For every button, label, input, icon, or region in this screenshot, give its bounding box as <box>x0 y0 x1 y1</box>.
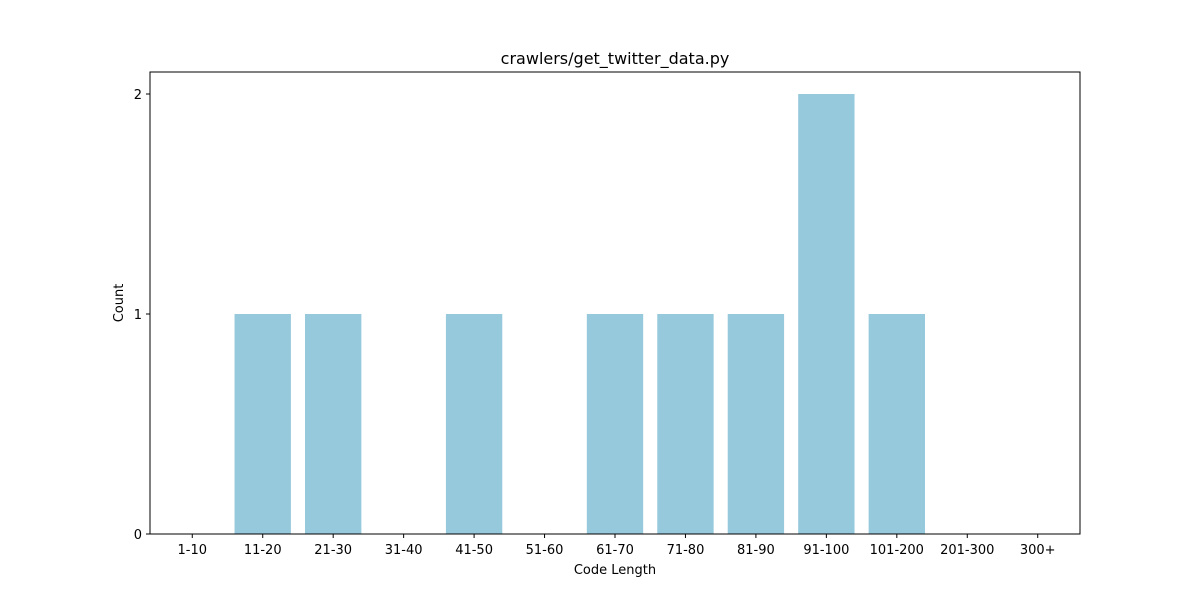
x-tick-label: 300+ <box>1020 543 1056 558</box>
bar-81-90 <box>727 314 785 534</box>
x-tick-label: 41-50 <box>455 543 493 558</box>
bar-21-30 <box>305 314 362 534</box>
x-tick-label: 31-40 <box>385 543 423 558</box>
x-tick-label: 51-60 <box>526 543 564 558</box>
y-tick-label: 2 <box>134 88 142 103</box>
x-tick-label: 201-300 <box>940 543 994 558</box>
bar-101-200 <box>868 314 925 534</box>
x-axis-label: Code Length <box>574 563 656 578</box>
x-tick-label: 101-200 <box>870 543 924 558</box>
y-axis-label: Count <box>112 284 127 323</box>
bar-71-80 <box>657 314 714 534</box>
x-tick-label: 1-10 <box>178 543 208 558</box>
x-tick-label: 71-80 <box>667 543 705 558</box>
x-tick-label: 11-20 <box>244 543 282 558</box>
x-tick-label: 61-70 <box>596 543 634 558</box>
bar-11-20 <box>234 314 291 534</box>
plot-area-frame <box>149 71 1081 535</box>
chart-title: crawlers/get_twitter_data.py <box>501 49 730 69</box>
y-tick-label: 0 <box>134 528 142 543</box>
x-axis-ticks: 1-10 11-20 21-30 31-40 41-50 51-60 61-70 71-80 8… <box>178 534 1056 558</box>
x-tick-label: 21-30 <box>314 543 352 558</box>
y-tick-label: 1 <box>134 308 142 323</box>
bar-41-50 <box>445 314 503 534</box>
bar-91-100 <box>798 94 855 534</box>
y-axis-ticks: 0 1 2 <box>134 88 150 543</box>
x-tick-label: 91-100 <box>803 543 849 558</box>
bars-group <box>234 94 925 534</box>
bar-61-70 <box>586 314 644 534</box>
x-tick-label: 81-90 <box>737 543 775 558</box>
